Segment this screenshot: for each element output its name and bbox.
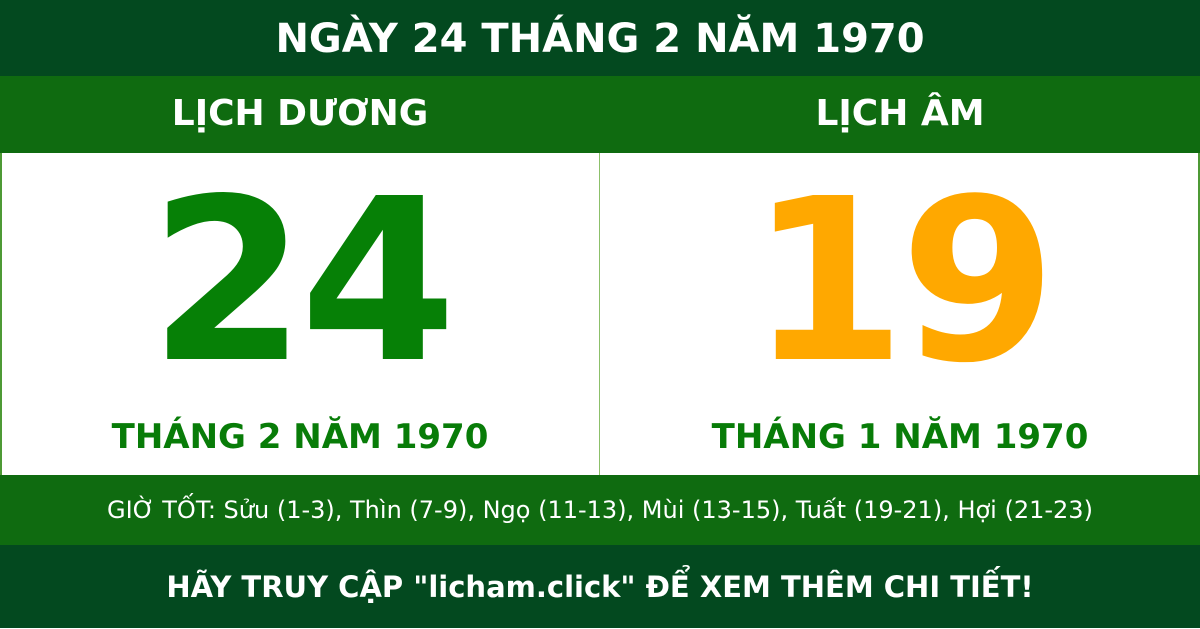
solar-label: LỊCH DƯƠNG — [171, 93, 429, 134]
calendar-body — [0, 153, 1200, 475]
page-title: NGÀY 24 THÁNG 2 NĂM 1970 — [0, 0, 1200, 76]
lunar-label: LỊCH ÂM — [815, 93, 985, 134]
calendar-header: LỊCH DƯƠNG LỊCH ÂM — [0, 76, 1200, 153]
lunar-column: 19 THÁNG 1 NĂM 1970 — [600, 151, 1200, 475]
good-hours: GIỜ TỐT: Sửu (1-3), Thìn (7-9), Ngọ (11-… — [0, 475, 1200, 545]
column-divider — [599, 153, 600, 475]
solar-column: 24 THÁNG 2 NĂM 1970 — [0, 151, 600, 475]
footer-cta: HÃY TRUY CẬP "licham.click" ĐỂ XEM THÊM … — [0, 545, 1200, 628]
lunar-month-year: THÁNG 1 NĂM 1970 — [711, 417, 1089, 457]
solar-day: 24 — [149, 151, 456, 413]
solar-month-year: THÁNG 2 NĂM 1970 — [111, 417, 489, 457]
lunar-day: 19 — [749, 151, 1056, 413]
